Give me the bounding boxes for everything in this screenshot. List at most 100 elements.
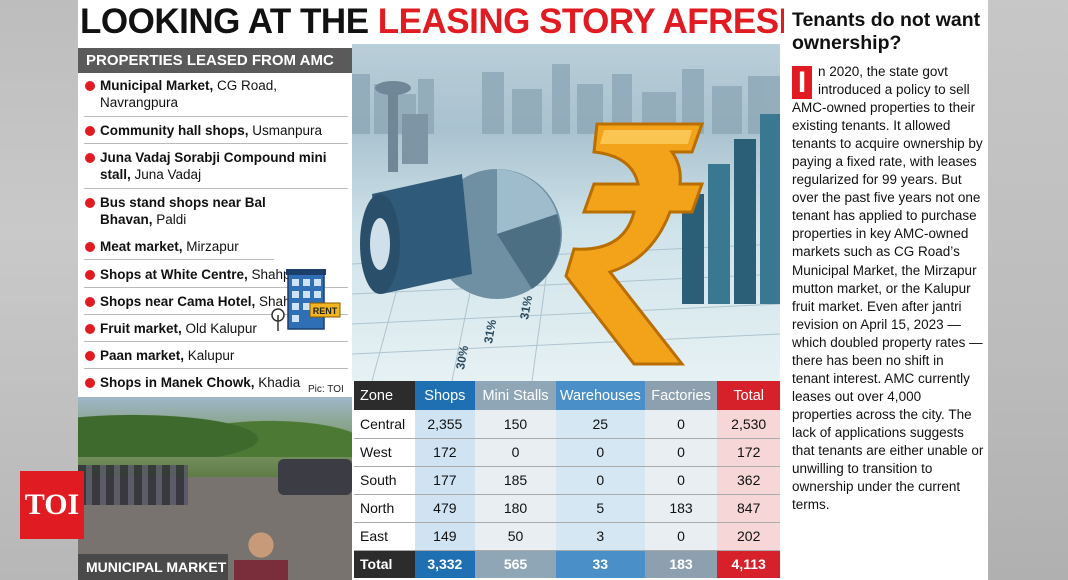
building-rent-icon: RENT bbox=[271, 269, 341, 331]
sidebar-text: n 2020, the state govt introduced a poli… bbox=[792, 64, 984, 513]
list-item-location: Khadia bbox=[254, 375, 301, 390]
table-total-row: Total 3,332 565 33 183 4,113 bbox=[354, 550, 780, 578]
dropcap: I bbox=[792, 66, 812, 99]
cell-shops: 172 bbox=[414, 438, 476, 467]
list-item-location: Juna Vadaj bbox=[130, 167, 202, 182]
cell-mini-stalls: 150 bbox=[475, 410, 556, 439]
list-item-name: Community hall shops, bbox=[100, 123, 249, 138]
total-warehouses: 33 bbox=[555, 550, 645, 578]
cell-factories: 183 bbox=[644, 494, 718, 523]
header-warehouses: Warehouses bbox=[555, 381, 645, 410]
properties-list: Municipal Market, CG Road, Navrangpura C… bbox=[78, 73, 352, 397]
header-mini-stalls: Mini Stalls bbox=[475, 381, 556, 410]
headline-part2: LEASING STORY AFRESH bbox=[377, 2, 804, 41]
rupee-illustration: 31% 31% 30% bbox=[352, 44, 780, 381]
list-item: Fruit market, Old Kalupur bbox=[84, 320, 348, 342]
list-item: Juna Vadaj Sorabji Compound mini stall, … bbox=[84, 149, 348, 189]
cell-zone: Central bbox=[354, 410, 415, 439]
bullet-dot bbox=[85, 270, 95, 280]
municipal-market-photo bbox=[78, 397, 352, 580]
list-item: Paan market, Kalupur bbox=[84, 347, 348, 369]
art-label-3: 30% bbox=[453, 344, 471, 370]
cell-shops: 149 bbox=[414, 522, 476, 551]
list-item-name: Paan market, bbox=[100, 348, 185, 363]
total-label: Total bbox=[354, 550, 415, 578]
list-item-name: Juna Vadaj Sorabji Compound mini stall, bbox=[100, 150, 327, 182]
list-item-location: Paldi bbox=[152, 212, 187, 227]
header-factories: Factories bbox=[644, 381, 718, 410]
list-item: Community hall shops, Usmanpura bbox=[84, 122, 348, 144]
header-total: Total bbox=[717, 381, 780, 410]
cell-warehouses: 0 bbox=[555, 466, 645, 495]
toi-logo: TOI bbox=[20, 471, 84, 539]
tower-icon bbox=[375, 81, 428, 172]
paper-roll-icon bbox=[360, 174, 472, 294]
cell-warehouses: 5 bbox=[555, 494, 645, 523]
bullet-dot bbox=[85, 351, 95, 361]
bullet-dot bbox=[85, 153, 95, 163]
total-shops: 3,332 bbox=[414, 550, 476, 578]
cell-zone: West bbox=[354, 438, 415, 467]
cell-shops: 177 bbox=[414, 466, 476, 495]
cell-total: 2,530 bbox=[717, 410, 780, 439]
list-item-name: Shops near Cama Hotel, bbox=[100, 294, 256, 309]
list-item: Bus stand shops near Bal Bhavan, Paldi bbox=[84, 194, 274, 234]
art-label-2: 31% bbox=[481, 318, 499, 344]
bar-chart-icon bbox=[682, 114, 780, 304]
cell-zone: South bbox=[354, 466, 415, 495]
person-photo bbox=[234, 530, 288, 580]
cell-zone: East bbox=[354, 522, 415, 551]
list-item: Shops in Manek Chowk, Khadia bbox=[84, 374, 348, 394]
list-item-name: Municipal Market, bbox=[100, 78, 214, 93]
list-item: Municipal Market, CG Road, Navrangpura bbox=[84, 77, 348, 117]
photo-caption: MUNICIPAL MARKET bbox=[78, 554, 228, 580]
sidebar-title: Tenants do not want ownership? bbox=[792, 9, 981, 54]
list-header: PROPERTIES LEASED FROM AMC bbox=[78, 48, 352, 73]
list-item-name: Shops in Manek Chowk, bbox=[100, 375, 255, 390]
header-zone: Zone bbox=[354, 381, 415, 410]
cell-warehouses: 0 bbox=[555, 438, 645, 467]
list-item-location: CG Road, Navrangpura bbox=[100, 78, 278, 110]
bullet-dot bbox=[85, 126, 95, 136]
cell-total: 202 bbox=[717, 522, 780, 551]
bullet-dot bbox=[85, 324, 95, 334]
list-item-location: Mirzapur bbox=[182, 239, 239, 254]
table-row: East 149 50 3 0 202 bbox=[354, 522, 780, 551]
photo-bikes bbox=[78, 465, 188, 505]
list-item-name: Bus stand shops near Bal Bhavan, bbox=[100, 195, 266, 227]
headline: LOOKING AT THE LEASING STORY AFRESH bbox=[78, 0, 804, 44]
total-total: 4,113 bbox=[717, 550, 780, 578]
infographic-card: LOOKING AT THE LEASING STORY AFRESH PROP… bbox=[78, 0, 988, 580]
list-item-location: Kalupur bbox=[184, 348, 235, 363]
cell-factories: 0 bbox=[644, 522, 718, 551]
cell-shops: 2,355 bbox=[414, 410, 476, 439]
table-row: Central 2,355 150 25 0 2,530 bbox=[354, 410, 780, 439]
cell-zone: North bbox=[354, 494, 415, 523]
art-label-1: 31% bbox=[517, 294, 535, 320]
cell-mini-stalls: 50 bbox=[475, 522, 556, 551]
bullet-dot bbox=[85, 297, 95, 307]
cell-warehouses: 25 bbox=[555, 410, 645, 439]
pic-credit: Pic: TOI bbox=[308, 384, 344, 395]
cell-factories: 0 bbox=[644, 438, 718, 467]
cell-shops: 479 bbox=[414, 494, 476, 523]
total-mini-stalls: 565 bbox=[475, 550, 556, 578]
list-item-name: Meat market, bbox=[100, 239, 183, 254]
photo-cars bbox=[278, 459, 352, 495]
table-header-row: Zone Shops Mini Stalls Warehouses Factor… bbox=[354, 381, 780, 410]
bullet-dot bbox=[85, 378, 95, 388]
cell-total: 847 bbox=[717, 494, 780, 523]
list-item-location: Usmanpura bbox=[248, 123, 323, 138]
list-item-name: Shops at White Centre, bbox=[100, 267, 248, 282]
bullet-dot bbox=[85, 81, 95, 91]
cell-factories: 0 bbox=[644, 410, 718, 439]
rent-sign-text: RENT bbox=[313, 306, 338, 316]
list-item-name: Fruit market, bbox=[100, 321, 182, 336]
cell-mini-stalls: 185 bbox=[475, 466, 556, 495]
header-shops: Shops bbox=[414, 381, 476, 410]
cell-total: 172 bbox=[717, 438, 780, 467]
table-row: West 172 0 0 0 172 bbox=[354, 438, 780, 467]
headline-part1: LOOKING AT THE bbox=[80, 2, 378, 41]
